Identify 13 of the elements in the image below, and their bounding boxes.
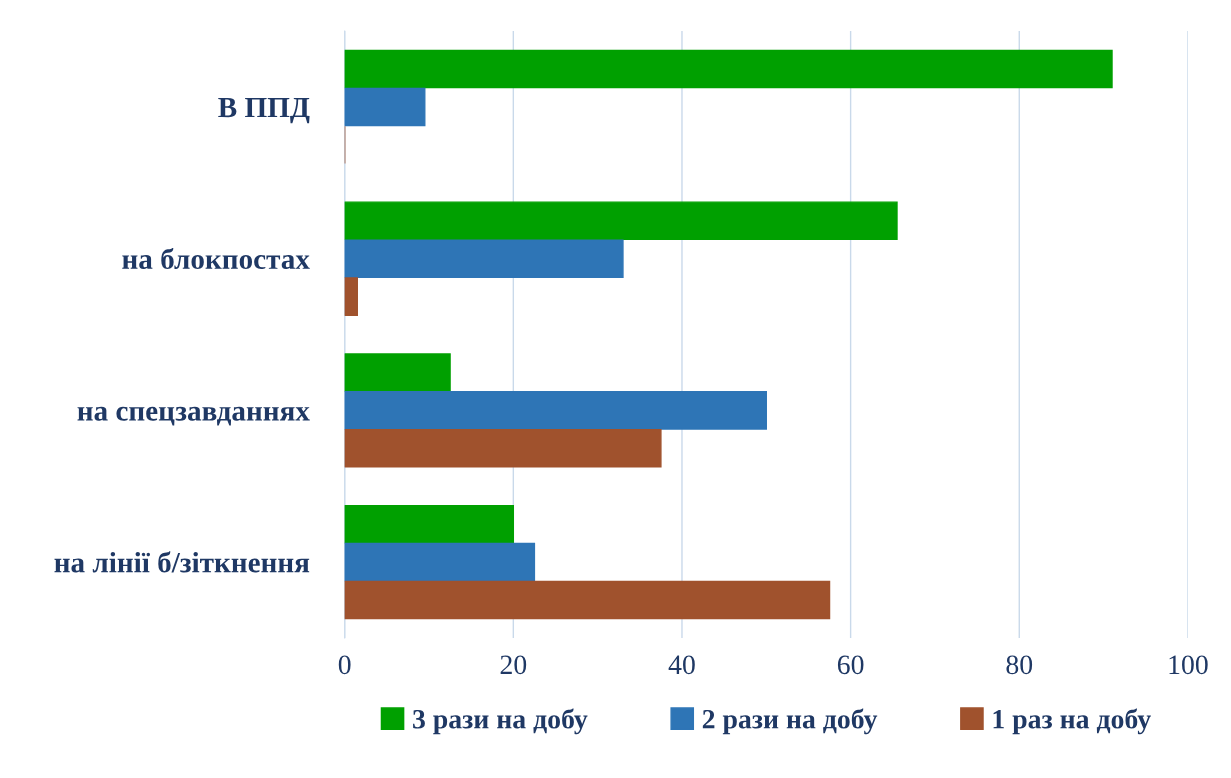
- y-tick-label: на лінії б/зіткнення: [54, 551, 310, 573]
- legend-label: 3 рази на добу: [413, 708, 588, 735]
- legend-label: 2 рази на добу: [702, 708, 878, 735]
- y-tick-label: на спецзавданнях: [77, 406, 310, 426]
- x-tick-label: 40: [668, 655, 695, 675]
- legend-label: 1 раз на добу: [993, 708, 1151, 735]
- x-tick-label: 20: [500, 655, 527, 675]
- x-tick-label: 100: [1169, 655, 1208, 675]
- x-tick-label: 80: [1006, 655, 1033, 675]
- x-tick-label: 60: [837, 655, 864, 675]
- y-tick-label: на блокпостах: [122, 247, 310, 270]
- x-tick-label: 0: [338, 655, 351, 675]
- y-tick-label: В ППД: [218, 97, 310, 124]
